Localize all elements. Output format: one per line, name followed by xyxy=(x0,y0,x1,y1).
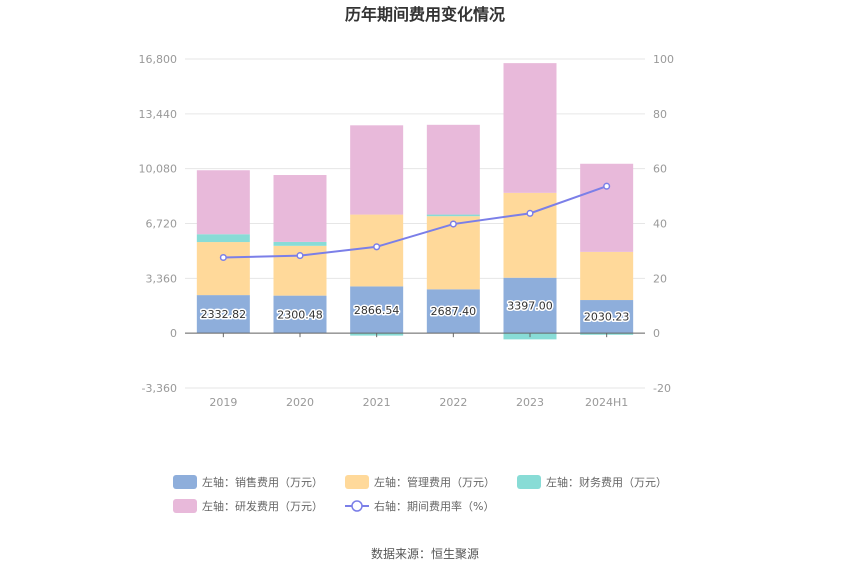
y-right-tick-label: -20 xyxy=(653,382,671,395)
bar-segment xyxy=(503,63,557,193)
bar-segment xyxy=(503,277,557,334)
legend-label: 左轴：管理费用（万元） xyxy=(374,475,495,489)
y-right-tick-label: 80 xyxy=(653,108,667,121)
bar-segment xyxy=(580,251,634,301)
grid xyxy=(185,58,645,389)
line-point xyxy=(296,252,304,260)
y-right-tick-label: 60 xyxy=(653,163,667,176)
legend-label: 左轴：财务费用（万元） xyxy=(546,475,667,489)
data-labels: 2332.82 2300.48 2866.54 2687.40 3397.00 2030.… xyxy=(199,298,631,325)
legend-swatch xyxy=(345,475,369,489)
y-right-tick-label: 40 xyxy=(653,218,667,231)
legend-label: 左轴：研发费用（万元） xyxy=(202,499,323,513)
bar-segment xyxy=(503,192,557,278)
source-note: 数据来源：恒生聚源 xyxy=(371,546,479,561)
y-left-tick-label: 0 xyxy=(170,327,177,340)
legend-label: 右轴：期间费用率（%） xyxy=(374,499,494,513)
bar-data-label: 2866.54 xyxy=(354,304,400,317)
bar-series xyxy=(196,63,634,340)
bar-segment xyxy=(426,214,480,217)
bar-segment xyxy=(426,124,480,215)
y-right-tick-label: 100 xyxy=(653,53,674,66)
legend-swatch xyxy=(517,475,541,489)
bar-data-label: 2332.82 xyxy=(201,308,247,321)
line-point xyxy=(219,253,227,262)
y-axis-right: -20 0 20 40 60 80 100 xyxy=(653,53,674,395)
bar-segment xyxy=(580,163,634,252)
x-tick-label: 2022 xyxy=(439,396,467,409)
line-point xyxy=(603,182,611,190)
y-left-tick-label: 16,800 xyxy=(139,53,178,66)
legend-label: 左轴：销售费用（万元） xyxy=(202,475,323,489)
bar-data-label: 2687.40 xyxy=(431,305,477,318)
x-axis: 2019 2020 2021 2022 2023 2024H1 xyxy=(185,332,645,409)
y-left-tick-label: 6,720 xyxy=(146,218,178,231)
legend: 左轴：销售费用（万元） 左轴：管理费用（万元） 左轴：财务费用（万元） 左轴：研发费用… xyxy=(173,475,667,513)
x-tick-label: 2024H1 xyxy=(585,396,628,409)
bar-segment xyxy=(350,214,404,287)
bar-segment xyxy=(580,300,634,334)
bar-data-label: 3397.00 xyxy=(507,299,553,312)
bar-data-label: 2300.48 xyxy=(277,308,323,321)
line-point xyxy=(449,220,457,228)
chart-title: 历年期间费用变化情况 xyxy=(345,5,505,24)
x-tick-label: 2019 xyxy=(209,396,237,409)
bar-segment xyxy=(273,295,327,334)
x-tick-label: 2020 xyxy=(286,396,314,409)
bar-data-label: 2030.23 xyxy=(584,311,630,324)
bar-segment xyxy=(196,295,250,334)
legend-swatch-marker xyxy=(351,500,363,512)
bar-segment xyxy=(273,175,327,242)
bar-segment xyxy=(196,234,250,243)
y-right-tick-label: 20 xyxy=(653,272,667,285)
y-left-tick-label: 10,080 xyxy=(139,163,178,176)
bar-segment xyxy=(426,289,480,334)
legend-swatch xyxy=(173,499,197,513)
x-tick-label: 2023 xyxy=(516,396,544,409)
bar-segment xyxy=(196,242,250,296)
line-series xyxy=(219,182,611,262)
legend-swatch xyxy=(173,475,197,489)
y-left-tick-label: 3,360 xyxy=(146,272,178,285)
line-point xyxy=(373,243,381,251)
y-left-tick-label: 13,440 xyxy=(139,108,178,121)
y-left-tick-label: -3,360 xyxy=(142,382,177,395)
x-tick-label: 2021 xyxy=(363,396,391,409)
bar-segment xyxy=(350,125,404,215)
bar-segment xyxy=(273,241,327,246)
line-path xyxy=(223,185,608,259)
line-point xyxy=(526,209,534,217)
y-axis-left: -3,360 0 3,360 6,720 10,080 13,440 16,800 xyxy=(139,53,178,395)
bar-segment xyxy=(196,170,250,235)
bar-segment xyxy=(350,286,404,334)
y-right-tick-label: 0 xyxy=(653,327,660,340)
